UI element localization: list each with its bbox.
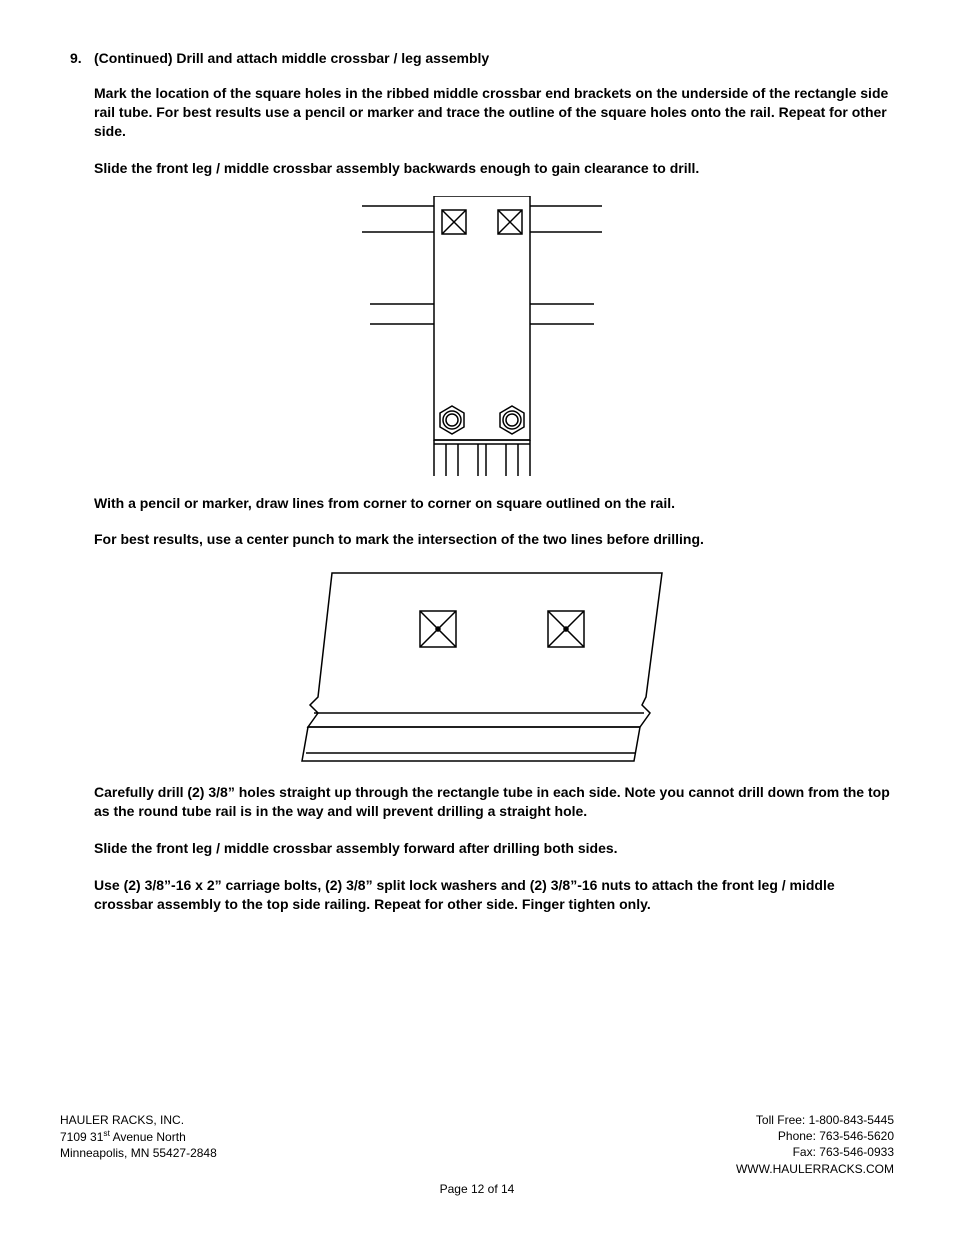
footer-address: 7109 31st Avenue North <box>60 1128 217 1145</box>
footer-left: HAULER RACKS, INC. 7109 31st Avenue Nort… <box>60 1112 217 1177</box>
footer-phone: Phone: 763-546-5620 <box>736 1128 894 1144</box>
paragraph-5: Carefully drill (2) 3/8” holes straight … <box>70 783 894 821</box>
footer-row: HAULER RACKS, INC. 7109 31st Avenue Nort… <box>60 1112 894 1177</box>
step-number: 9. <box>70 50 94 66</box>
content-area: 9. (Continued) Drill and attach middle c… <box>60 50 894 914</box>
step-title: (Continued) Drill and attach middle cros… <box>94 50 489 66</box>
footer-website: WWW.HAULERRACKS.COM <box>736 1161 894 1177</box>
paragraph-4: For best results, use a center punch to … <box>70 530 894 549</box>
figure-bracket-diagram <box>362 196 602 476</box>
footer-tollfree: Toll Free: 1-800-843-5445 <box>736 1112 894 1128</box>
paragraph-1: Mark the location of the square holes in… <box>70 84 894 141</box>
paragraph-3: With a pencil or marker, draw lines from… <box>70 494 894 513</box>
page: 9. (Continued) Drill and attach middle c… <box>0 0 954 1235</box>
step-heading: 9. (Continued) Drill and attach middle c… <box>70 50 894 66</box>
footer-city: Minneapolis, MN 55427-2848 <box>60 1145 217 1161</box>
page-footer: HAULER RACKS, INC. 7109 31st Avenue Nort… <box>60 1112 894 1197</box>
footer-right: Toll Free: 1-800-843-5445 Phone: 763-546… <box>736 1112 894 1177</box>
figure-rail-diagram <box>292 567 672 765</box>
footer-page-number: Page 12 of 14 <box>60 1181 894 1197</box>
footer-fax: Fax: 763-546-0933 <box>736 1144 894 1160</box>
paragraph-7: Use (2) 3/8”-16 x 2” carriage bolts, (2)… <box>70 876 894 914</box>
paragraph-6: Slide the front leg / middle crossbar as… <box>70 839 894 858</box>
footer-company: HAULER RACKS, INC. <box>60 1112 217 1128</box>
paragraph-2: Slide the front leg / middle crossbar as… <box>70 159 894 178</box>
